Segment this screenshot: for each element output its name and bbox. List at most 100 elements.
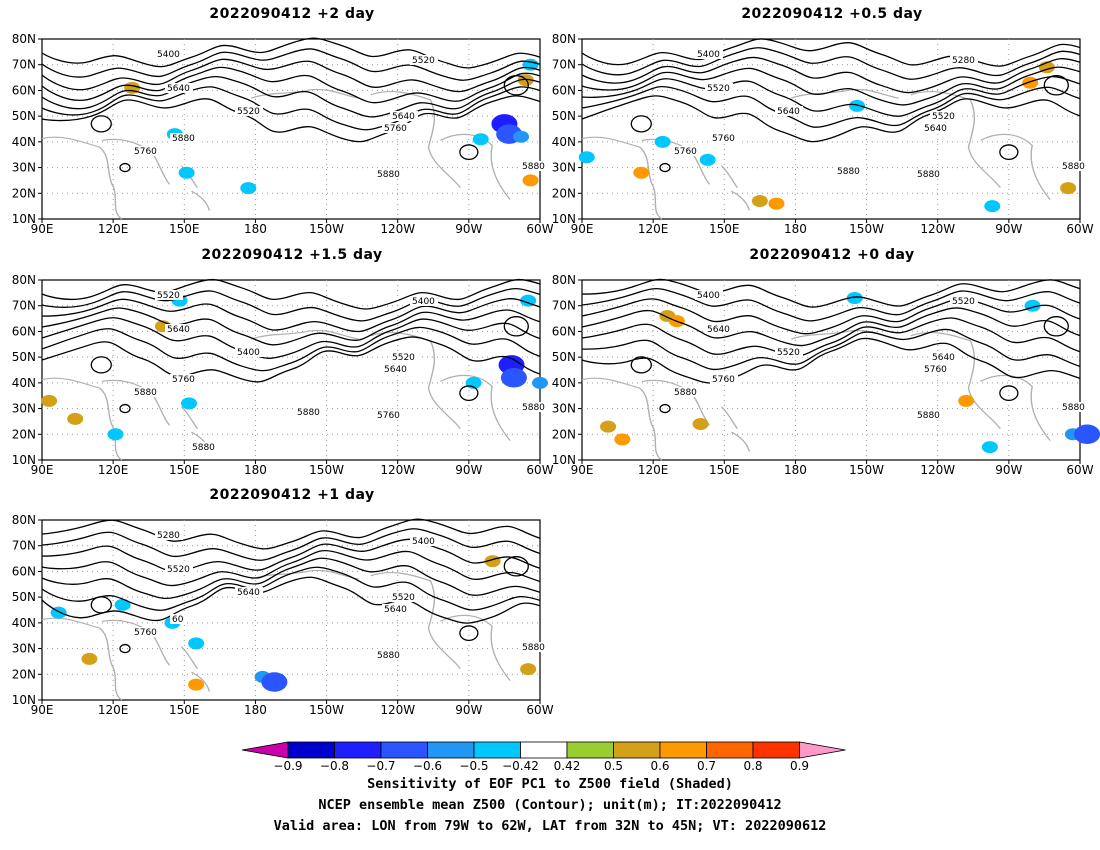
contour-label-bg bbox=[155, 290, 183, 300]
lon-tick-label: 150E bbox=[169, 703, 200, 717]
colorbar-over-arrow bbox=[799, 741, 846, 759]
contour-label: 5520 bbox=[952, 297, 975, 307]
contour-label: 5760 bbox=[384, 124, 407, 134]
sensitivity-shade bbox=[768, 197, 785, 210]
coastline bbox=[581, 377, 663, 461]
contour-label: 5400 bbox=[157, 50, 180, 60]
sensitivity-shade bbox=[81, 652, 98, 665]
contour-label-bg bbox=[375, 650, 403, 660]
closed-contour bbox=[459, 625, 479, 641]
contour-label: 5640 bbox=[932, 353, 955, 363]
sensitivity-shade bbox=[981, 441, 998, 454]
closed-contour bbox=[630, 115, 652, 133]
sensitivity-shade bbox=[600, 420, 617, 433]
map-plot: 5400 5520 5640 5520 5640 5760 5760 5880 5880 5880… bbox=[552, 273, 1100, 477]
colorbar-tick-label: −0.9 bbox=[273, 759, 302, 772]
panel-title: 2022090412 +2 day bbox=[209, 6, 375, 22]
coastline bbox=[250, 329, 359, 340]
closed-contour bbox=[630, 356, 652, 374]
lat-tick-label: 70N bbox=[552, 299, 576, 313]
colorbar: −0.9 −0.8 −0.7 −0.6 −0.5 −0.42 0.42 0.5 0.6 0.7 0.… bbox=[241, 741, 846, 772]
z500-contour bbox=[581, 95, 1081, 143]
lat-tick-label: 80N bbox=[12, 32, 36, 46]
map-panel-plus-2-day: 2022090412 +2 day 5400 5520 5640 5520 5640 57… bbox=[12, 6, 554, 246]
closed-contour bbox=[503, 556, 529, 577]
lat-tick-label: 40N bbox=[552, 135, 576, 149]
colorbar-tick-label: −0.5 bbox=[459, 759, 488, 772]
closed-contour bbox=[659, 403, 671, 414]
colorbar-tick-label: 0.5 bbox=[604, 759, 623, 772]
lat-tick-label: 50N bbox=[12, 590, 36, 604]
contour-label: 5880 bbox=[1062, 403, 1085, 413]
sensitivity-shade bbox=[699, 153, 716, 166]
sensitivity-shade bbox=[1074, 424, 1100, 445]
contour-label: 5880 bbox=[522, 162, 545, 172]
colorbar-bin bbox=[473, 741, 521, 759]
contour-label-bg bbox=[950, 55, 978, 65]
contour-label-bg bbox=[375, 410, 403, 420]
coastline bbox=[910, 91, 1001, 189]
lat-tick-label: 30N bbox=[12, 402, 36, 416]
contour-label: 5640 bbox=[392, 112, 415, 122]
z500-contour bbox=[41, 278, 541, 310]
lat-tick-label: 60N bbox=[552, 324, 576, 338]
sensitivity-shade bbox=[846, 292, 863, 304]
lat-tick-label: 80N bbox=[12, 273, 36, 287]
sensitivity-shade bbox=[188, 637, 205, 650]
contour-label-bg bbox=[710, 133, 738, 143]
colorbar-tick-label: −0.6 bbox=[413, 759, 442, 772]
contour-label-bg bbox=[695, 290, 723, 300]
z500-contour bbox=[41, 576, 541, 624]
contour-label: 5520 bbox=[237, 107, 260, 117]
lat-tick-label: 70N bbox=[12, 539, 36, 553]
map-frame bbox=[581, 38, 1081, 220]
colorbar-bin bbox=[566, 741, 614, 759]
z500-contour bbox=[581, 86, 1081, 128]
contour-label-bg bbox=[672, 387, 700, 397]
contour-label: 5640 bbox=[707, 325, 730, 335]
lat-tick-label: 80N bbox=[12, 513, 36, 527]
lon-tick-label: 150E bbox=[709, 222, 740, 236]
sensitivity-shade bbox=[654, 135, 671, 148]
contour-label: 5640 bbox=[777, 107, 800, 117]
contour-label: 5520 bbox=[157, 291, 180, 301]
z500-contour bbox=[41, 518, 541, 550]
z500-contour bbox=[41, 37, 541, 69]
contour-label-bg bbox=[132, 387, 160, 397]
contour-label-bg bbox=[775, 106, 803, 116]
lon-tick-label: 60W bbox=[526, 222, 553, 236]
lon-tick-label: 90E bbox=[31, 463, 54, 477]
map-plot: 5520 5400 5640 5400 5520 5640 5760 5880 5760 5880… bbox=[12, 273, 554, 477]
contour-label: 5880 bbox=[837, 167, 860, 177]
z500-contour bbox=[41, 317, 541, 359]
lon-tick-label: 180 bbox=[784, 463, 807, 477]
sensitivity-shade bbox=[633, 166, 650, 179]
sensitivity-shade bbox=[107, 428, 124, 441]
colorbar-bin bbox=[427, 741, 475, 759]
caption-line-3: Valid area: LON from 79W to 62W, LAT fro… bbox=[273, 818, 827, 834]
map-plot: 5400 5520 5640 5520 5640 5760 5880 5760 5880 5880… bbox=[12, 32, 554, 236]
coastline bbox=[790, 88, 899, 99]
contour-label-bg bbox=[165, 324, 193, 334]
z500-contour bbox=[581, 337, 1081, 384]
colorbar-bin bbox=[659, 741, 707, 759]
contour-label-bg bbox=[382, 364, 410, 374]
contour-label: 5880 bbox=[377, 651, 400, 661]
contour-label-bg bbox=[382, 604, 410, 614]
lon-tick-label: 120W bbox=[380, 703, 415, 717]
lon-tick-label: 90W bbox=[455, 222, 482, 236]
z500-contour bbox=[41, 298, 541, 333]
map-frame bbox=[581, 279, 1081, 461]
lat-tick-label: 60N bbox=[12, 324, 36, 338]
lat-tick-label: 20N bbox=[552, 427, 576, 441]
sensitivity-shade bbox=[178, 166, 195, 179]
closed-contour bbox=[119, 162, 131, 173]
contour-label: 5880 bbox=[917, 411, 940, 421]
sensitivity-shade bbox=[67, 412, 84, 425]
coastline bbox=[41, 377, 123, 461]
lat-tick-label: 70N bbox=[12, 299, 36, 313]
coastline bbox=[440, 374, 511, 441]
lon-tick-label: 90E bbox=[31, 703, 54, 717]
contour-label-bg bbox=[170, 614, 186, 624]
z500-contour bbox=[581, 328, 1081, 371]
